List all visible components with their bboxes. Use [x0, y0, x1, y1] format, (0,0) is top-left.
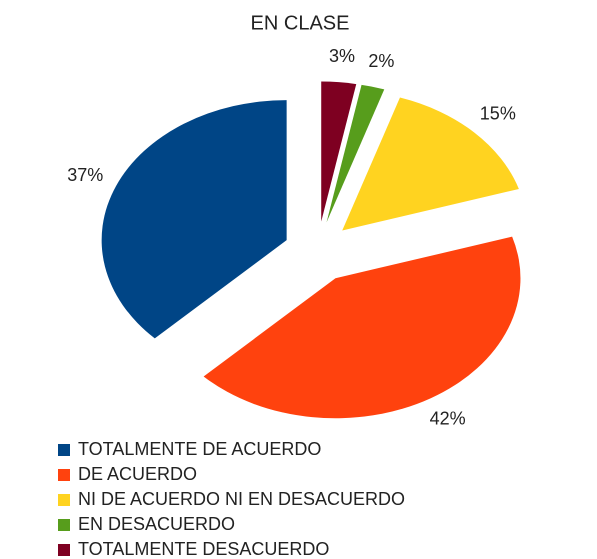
data-label: 3% [329, 46, 355, 66]
pie-slice [326, 84, 385, 223]
data-label: 37% [67, 165, 103, 185]
legend-swatch [58, 494, 70, 506]
legend-label: TOTALMENTE DESACUERDO [78, 539, 329, 559]
legend-swatch [58, 519, 70, 531]
pie-slice [321, 81, 357, 222]
legend-label: DE ACUERDO [78, 464, 197, 484]
data-label: 2% [368, 51, 394, 71]
data-label: 15% [480, 103, 516, 123]
legend-label: NI DE ACUERDO NI EN DESACUERDO [78, 489, 405, 509]
legend-label: EN DESACUERDO [78, 514, 235, 534]
legend-swatch [58, 544, 70, 556]
legend-swatch [58, 469, 70, 481]
pie-slice [342, 97, 519, 231]
legend-label: TOTALMENTE DE ACUERDO [78, 439, 321, 459]
chart-title: EN CLASE [251, 12, 350, 34]
pie-slice [101, 100, 287, 339]
legend-swatch [58, 444, 70, 456]
data-label: 42% [430, 409, 466, 429]
pie-slice [203, 236, 521, 419]
